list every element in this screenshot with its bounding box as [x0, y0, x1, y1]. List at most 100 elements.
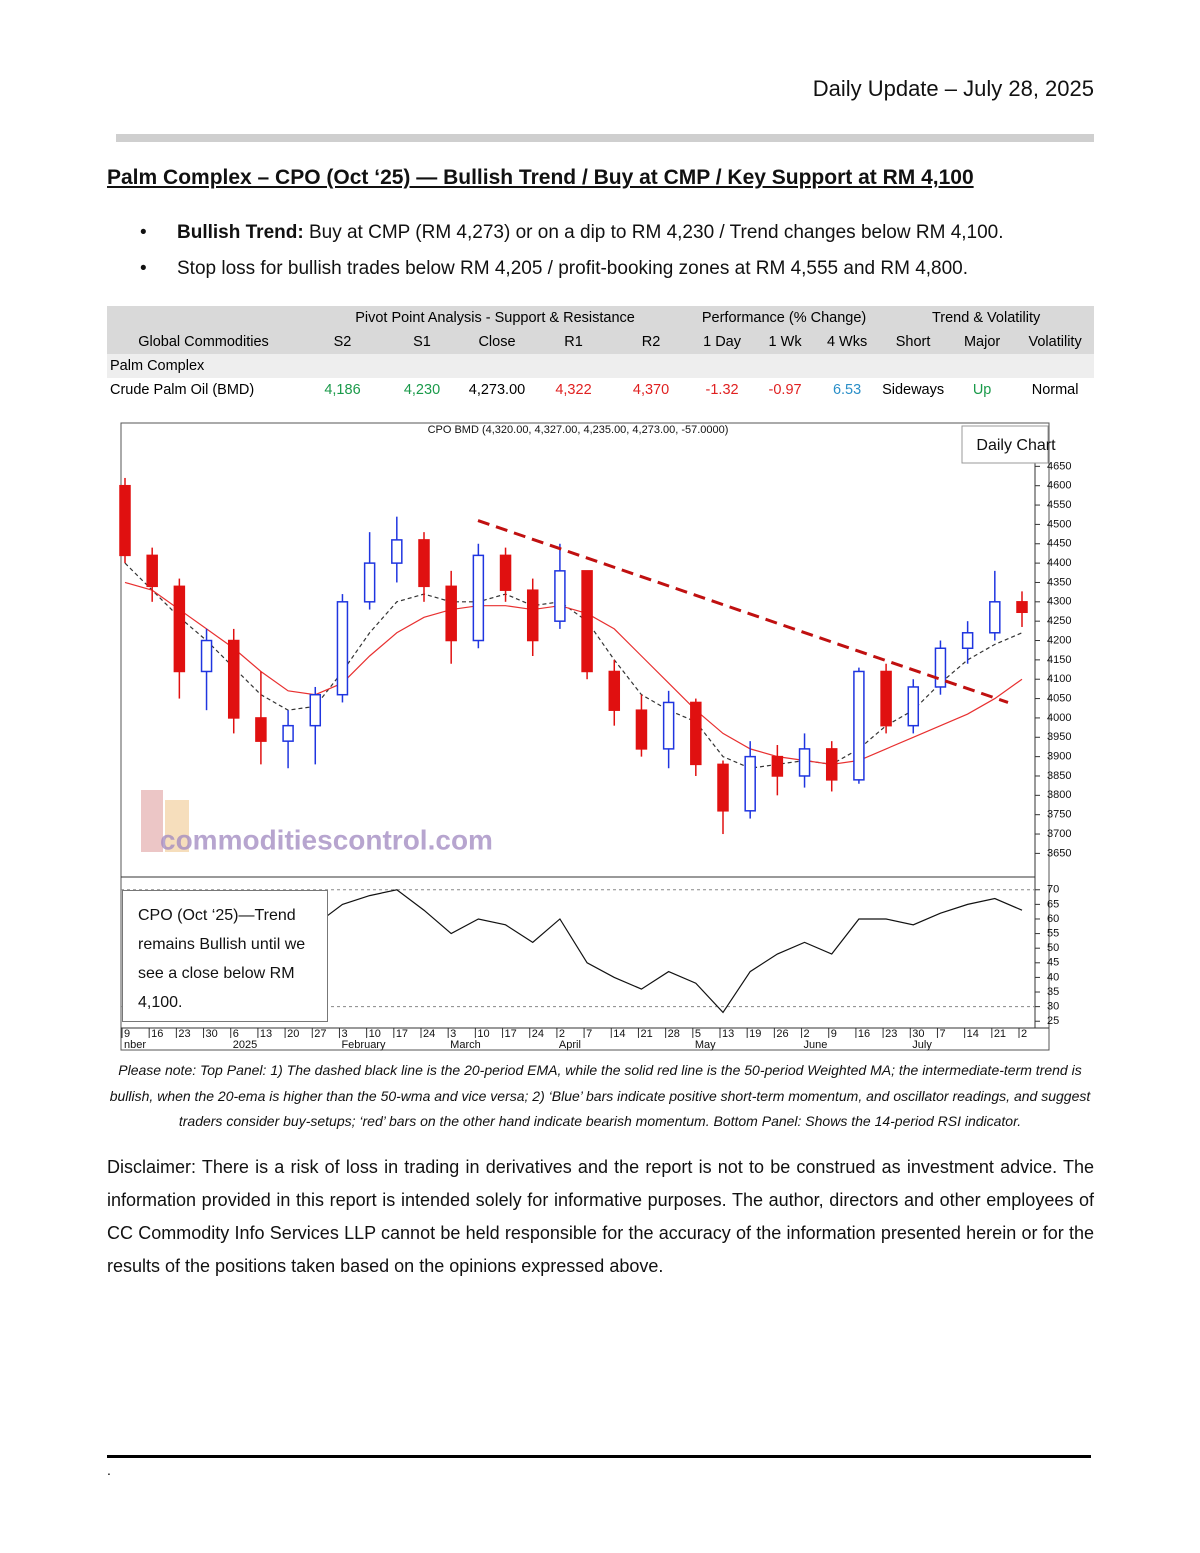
candle-body [635, 709, 648, 750]
column-header: 4 Wks [816, 330, 879, 354]
trendline [477, 519, 1009, 704]
y-tick-label: 4650 [1047, 460, 1071, 472]
candle-body [608, 670, 621, 711]
candle-body [771, 755, 784, 777]
candle-body [173, 585, 186, 673]
x-tick-label: 20 [287, 1028, 299, 1040]
rsi-tick-label: 60 [1047, 913, 1059, 925]
x-tick-label: 21 [994, 1028, 1006, 1040]
column-header: 1 Wk [754, 330, 817, 354]
moving-average [124, 562, 1023, 769]
x-tick-label: 13 [260, 1028, 272, 1040]
cell: 4,370 [632, 382, 670, 398]
column-header: 1 Day [690, 330, 755, 354]
month-label: July [912, 1039, 932, 1051]
candle-body [499, 554, 512, 591]
candle-body [989, 601, 1001, 634]
group-header: Pivot Point Analysis - Support & Resista… [300, 306, 691, 330]
x-tick-label: 14 [967, 1028, 979, 1040]
column-header: Short [878, 330, 949, 354]
x-tick-label: 10 [477, 1028, 489, 1040]
bullet-text: Buy at CMP (RM 4,273) or on a dip to RM … [303, 222, 1004, 243]
x-tick-label: 21 [640, 1028, 652, 1040]
cell [107, 306, 300, 330]
bullet: • Stop loss for bullish trades below RM 4… [140, 258, 969, 279]
candle-body [581, 570, 593, 673]
candle-body [200, 639, 213, 673]
group-header: Performance (% Change) [690, 306, 879, 330]
x-tick-label: 16 [151, 1028, 163, 1040]
bullet-bold: Bullish Trend: [177, 222, 304, 243]
y-tick-label: 4250 [1047, 615, 1071, 627]
watermark-logo [165, 800, 189, 852]
y-tick-label: 3750 [1047, 809, 1071, 821]
cell: 6.53 [832, 382, 862, 398]
footer: . [107, 1462, 111, 1478]
moving-average [124, 581, 1023, 765]
x-tick-label: 24 [532, 1028, 544, 1040]
x-tick-label: 13 [722, 1028, 734, 1040]
column-header: Major [948, 330, 1017, 354]
candle-body [445, 585, 457, 642]
candle-body [1016, 601, 1028, 614]
y-tick-label: 3700 [1047, 828, 1071, 840]
cell: -0.97 [768, 382, 802, 398]
chart-label: Daily Chart [976, 437, 1056, 454]
rsi-tick-label: 45 [1047, 957, 1059, 969]
table: Pivot Point Analysis - Support & Resista… [107, 306, 1095, 402]
candle-body [880, 670, 892, 727]
group-row: Pivot Point Analysis - Support & Resista… [107, 306, 1095, 330]
candle-body [336, 601, 349, 696]
candle-body [309, 693, 322, 727]
candle-body [554, 570, 566, 622]
column-header: Close [459, 330, 535, 354]
candle-body [853, 670, 865, 781]
section-row: Palm Complex [107, 354, 1095, 378]
candle-body [363, 562, 376, 603]
column-header: Global Commodities [107, 330, 300, 354]
y-tick-label: 4400 [1047, 557, 1071, 569]
note: Please note: Top Panel: 1) The dashed bl… [109, 1062, 1091, 1129]
rsi-tick-label: 30 [1047, 1001, 1059, 1013]
candle-body [690, 701, 702, 766]
x-tick-label: 27 [314, 1028, 326, 1040]
candle-body [282, 724, 294, 742]
column-header: R1 [535, 330, 612, 354]
x-tick-label: 6 [233, 1028, 239, 1040]
candle-body [472, 554, 485, 642]
x-tick-label: 9 [831, 1028, 837, 1040]
y-tick-label: 3950 [1047, 731, 1071, 743]
candle-body [119, 484, 131, 557]
candle-body [526, 589, 539, 642]
candle-body [146, 554, 158, 588]
y-tick-label: 4600 [1047, 480, 1071, 492]
y-tick-label: 3800 [1047, 789, 1071, 801]
divider [116, 134, 1094, 142]
x-tick-label: 10 [369, 1028, 381, 1040]
bullet: • Bullish Trend: Buy at CMP (RM 4,273) or… [140, 222, 1004, 243]
x-tick-label: 2 [804, 1028, 810, 1040]
candle-body [227, 639, 240, 719]
x-tick-label: 26 [776, 1028, 788, 1040]
candle-body [825, 748, 838, 781]
rsi-tick-label: 50 [1047, 942, 1059, 954]
disclaimer: Disclaimer: There is a risk of loss in t… [107, 1157, 1094, 1276]
header-title: Daily Update – July 28, 2025 [812, 76, 1094, 101]
candle-body [961, 632, 974, 650]
column-header: S2 [300, 330, 385, 354]
heading: Palm Complex – CPO (Oct ‘25) — Bullish T… [107, 166, 974, 189]
rsi-tick-label: 25 [1047, 1015, 1059, 1027]
chart-title: CPO BMD (4,320.00, 4,327.00, 4,235.00, 4… [428, 424, 729, 436]
column-header: S1 [385, 330, 459, 354]
group-header: Trend & Volatility [878, 306, 1095, 330]
x-tick-label: 17 [505, 1028, 517, 1040]
x-tick-label: 2 [559, 1028, 565, 1040]
x-tick-label: 7 [939, 1028, 945, 1040]
watermark: commoditiescontrol.com [160, 824, 493, 855]
x-tick-label: 30 [206, 1028, 218, 1040]
x-tick-label: 28 [668, 1028, 680, 1040]
x-tick-label: 23 [885, 1028, 897, 1040]
cell: Crude Palm Oil (BMD) [110, 382, 255, 398]
x-tick-label: 23 [178, 1028, 190, 1040]
y-tick-label: 4000 [1047, 712, 1071, 724]
